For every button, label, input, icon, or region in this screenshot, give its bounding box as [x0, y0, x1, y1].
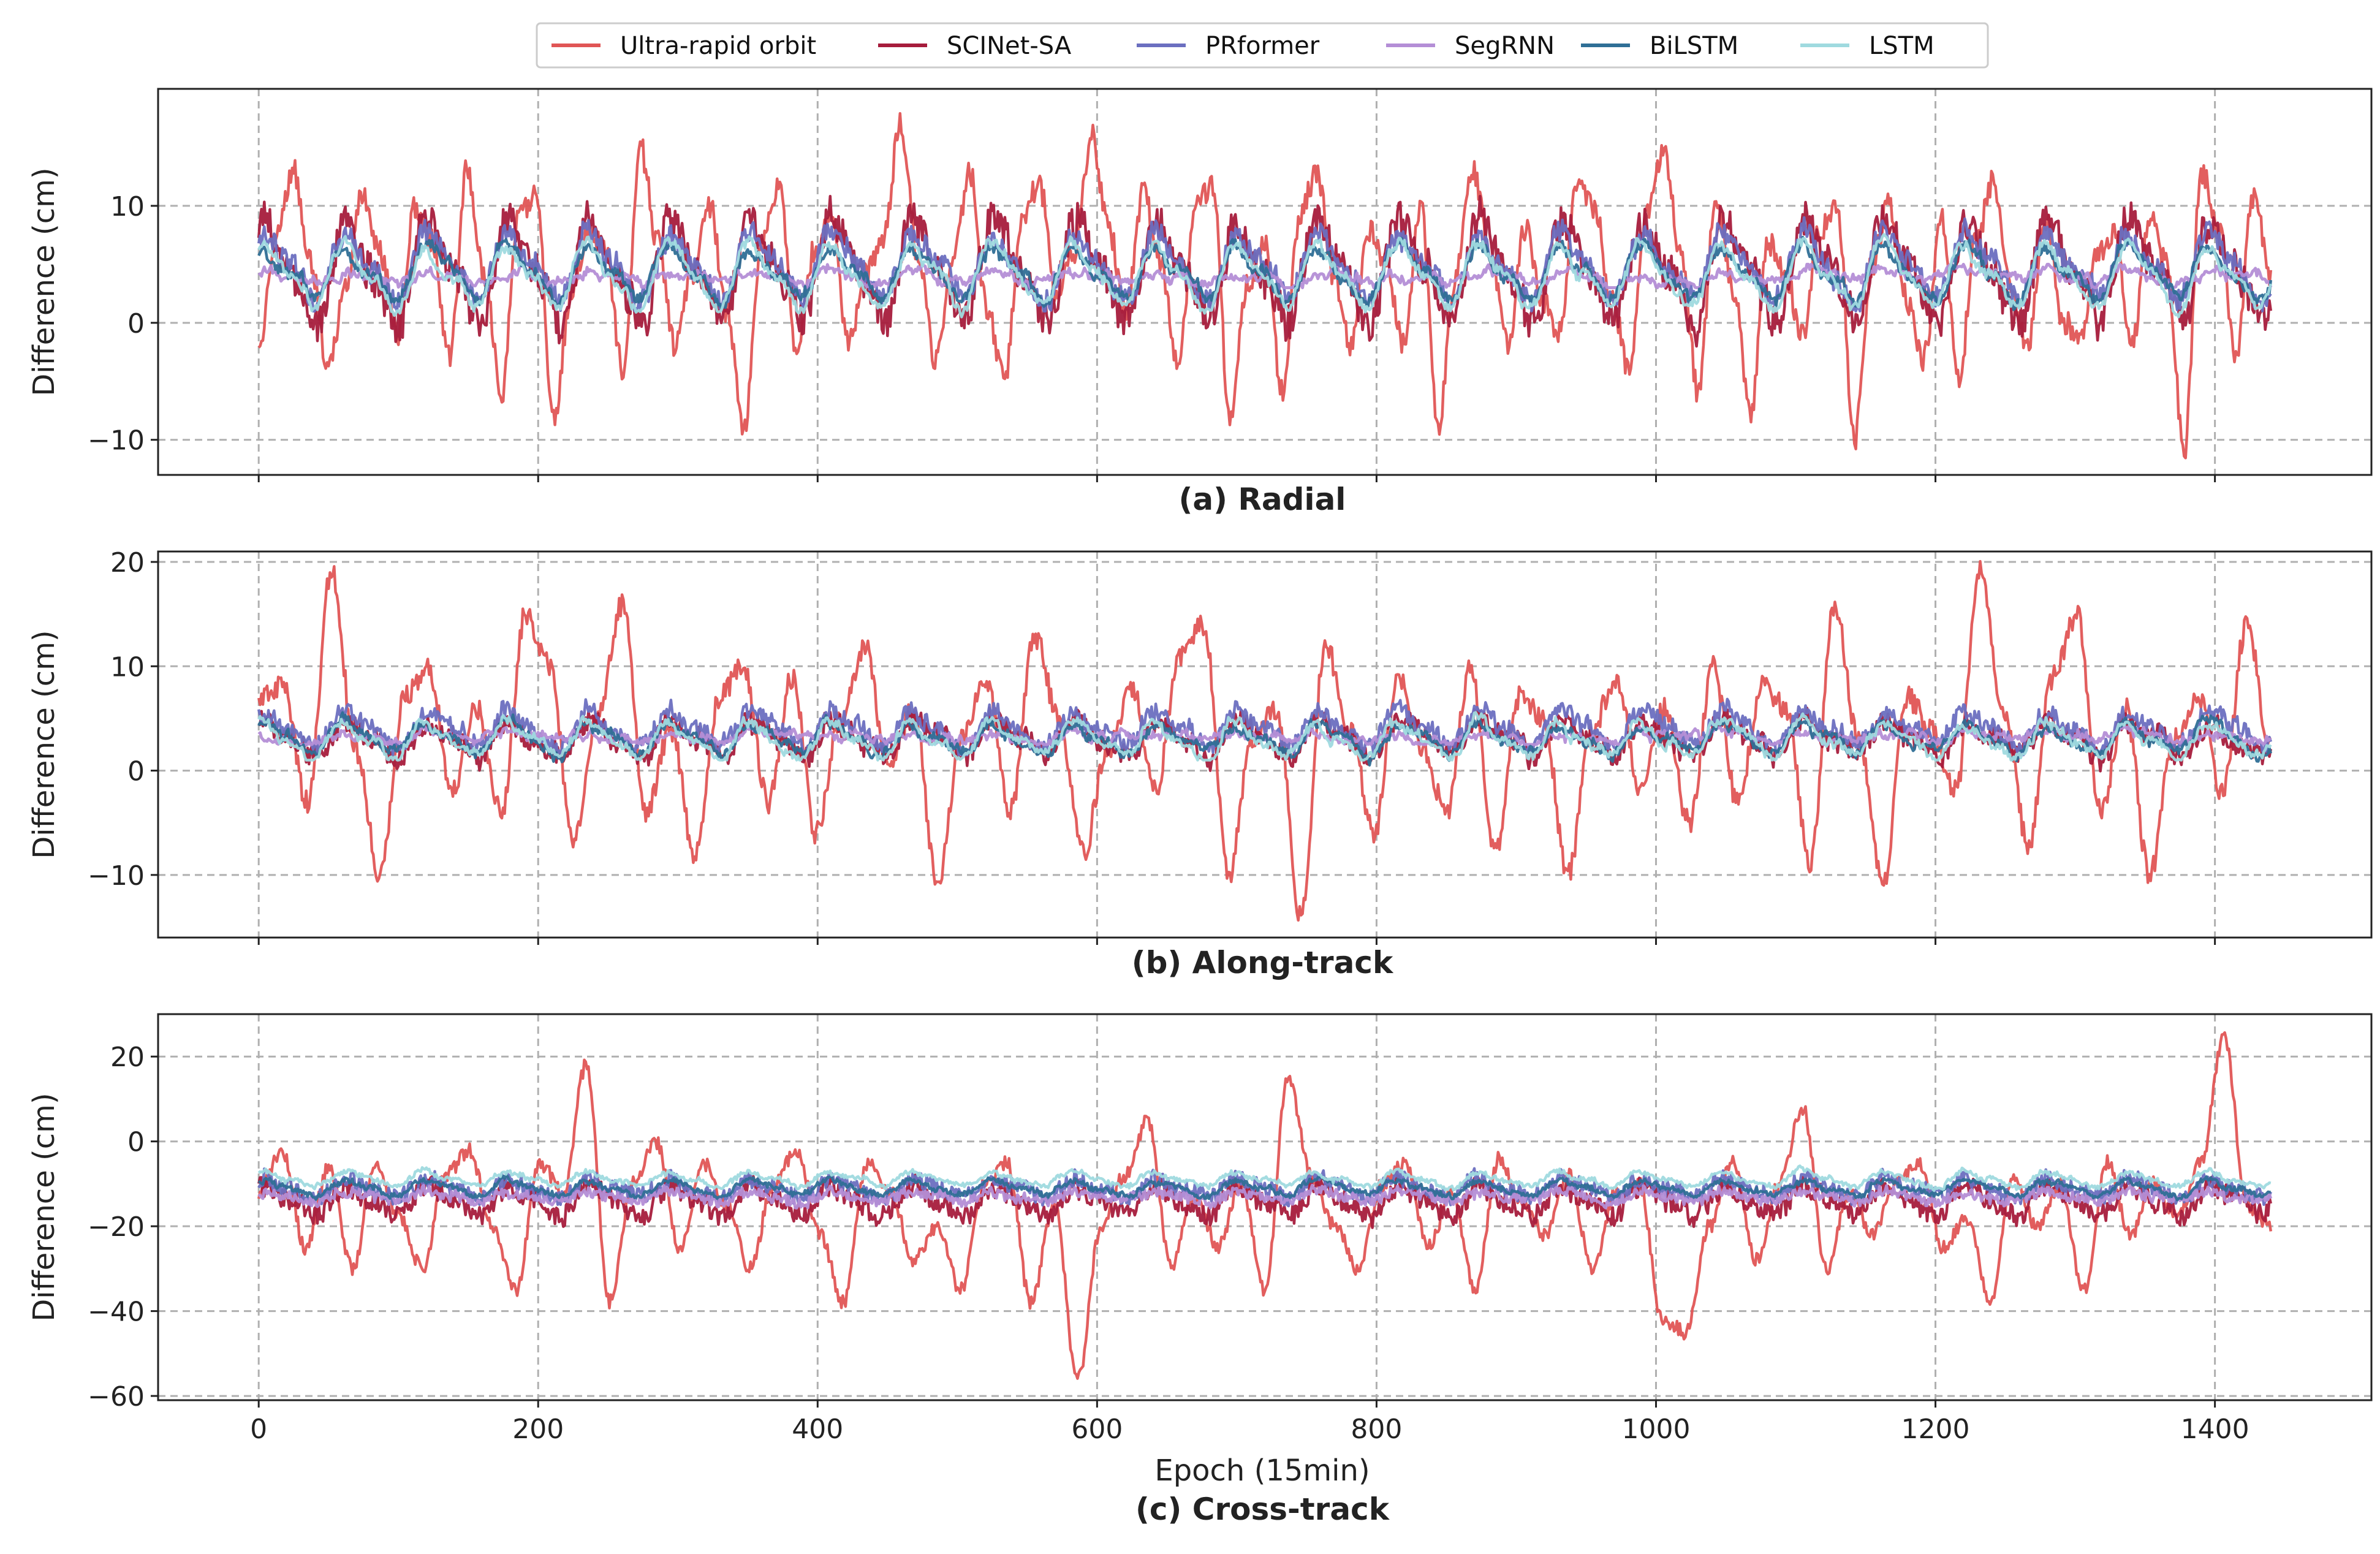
y-tick-label: 10 [110, 191, 145, 222]
x-tick-label: 1200 [1901, 1414, 1970, 1445]
plot-frame [157, 1013, 2373, 1401]
y-tick-label: −10 [88, 860, 145, 892]
panel-caption: (c) Cross-track [1135, 1491, 1390, 1527]
panel-radial: −10 0 10 Difference (cm) (a) Radial [27, 88, 2373, 517]
series-group [257, 1031, 2273, 1380]
series-line-bilstm [257, 235, 2273, 311]
y-tick-label: −10 [88, 425, 145, 457]
x-tick-label: 400 [792, 1414, 843, 1445]
series-line-segrnn [257, 1183, 2273, 1210]
legend-label: BiLSTM [1650, 32, 1738, 60]
y-tick-label: 10 [110, 651, 145, 683]
legend-label: Ultra-rapid orbit [620, 32, 816, 60]
x-tick-label: 1000 [1621, 1414, 1690, 1445]
y-tick-label: 0 [127, 1127, 145, 1158]
plot-frame [157, 550, 2373, 939]
y-tick-label: 0 [127, 756, 145, 787]
series-line-bilstm [257, 711, 2272, 767]
panel-along-track: −10 0 10 20 Difference (cm) (b) Along-track [27, 547, 2373, 980]
series-line-lstm [257, 1164, 2272, 1192]
series-group [257, 112, 2273, 460]
y-tick-label: 0 [127, 308, 145, 339]
panel-caption: (b) Along-track [1132, 945, 1394, 980]
y-tick-label: −20 [88, 1211, 145, 1243]
legend-label: SegRNN [1455, 32, 1555, 60]
series-line-ultra-rapid-orbit [257, 112, 2273, 460]
series-line-bilstm [257, 1173, 2271, 1202]
y-tick-label: 20 [110, 547, 145, 578]
y-axis-label: Difference (cm) [27, 167, 61, 396]
panel-cross-track: 0 200 400 600 800 1000 1200 1400 −60 −40 −20 0 20 Dif… [27, 1013, 2373, 1527]
panel-caption: (a) Radial [1179, 482, 1346, 517]
y-tick-label: −60 [88, 1381, 145, 1412]
series-line-lstm [257, 711, 2272, 762]
y-axis-label: Difference (cm) [27, 630, 61, 858]
series-line-lstm [257, 233, 2272, 319]
series-group [257, 559, 2273, 922]
y-tick-label: −40 [88, 1297, 145, 1328]
legend-box [536, 22, 1989, 69]
y-axis-label: Difference (cm) [27, 1093, 61, 1321]
plot-frame [157, 88, 2373, 476]
legend-label: LSTM [1869, 32, 1935, 60]
legend: Ultra-rapid orbit SCINet-SA PRformer SegRNN… [536, 22, 1989, 69]
y-tick-label: 20 [110, 1042, 145, 1073]
x-tick-label: 0 [250, 1414, 267, 1445]
x-tick-label: 800 [1351, 1414, 1402, 1445]
x-tick-label: 200 [512, 1414, 564, 1445]
x-tick-label: 600 [1071, 1414, 1123, 1445]
x-axis-label: Epoch (15min) [1154, 1454, 1370, 1488]
x-tick-label: 1400 [2181, 1414, 2249, 1445]
legend-label: SCINet-SA [947, 32, 1072, 60]
legend-label: PRformer [1205, 32, 1320, 60]
